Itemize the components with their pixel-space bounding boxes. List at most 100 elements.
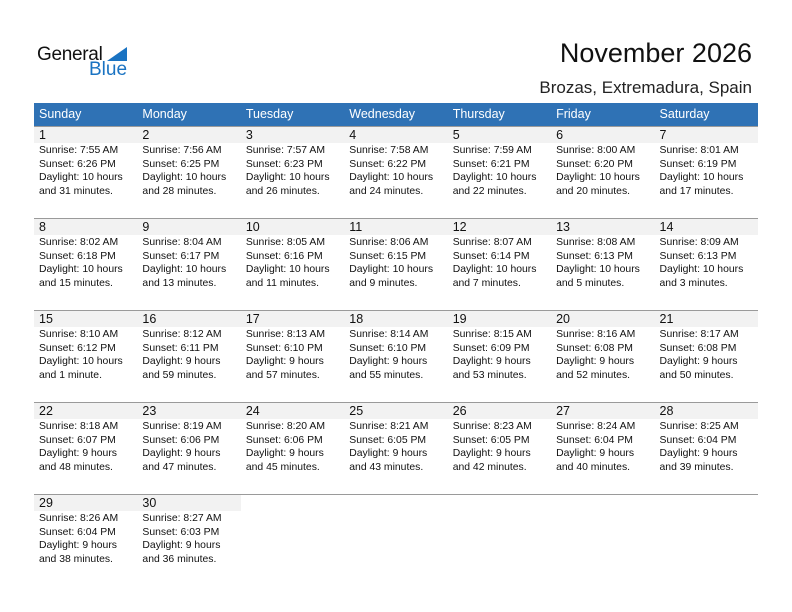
sunset-text: Sunset: 6:04 PM [556, 434, 633, 446]
sunset-text: Sunset: 6:23 PM [245, 158, 323, 170]
day-cell: 16 Sunrise: 8:12 AM Sunset: 6:11 PM Dayligh… [137, 311, 241, 400]
day-details: Sunrise: 8:15 AM Sunset: 6:09 PM Daylight:… [448, 327, 551, 382]
sunset-text: Sunset: 6:20 PM [556, 158, 633, 170]
logo: General Blue [37, 44, 132, 80]
day-cell: 29 Sunrise: 8:26 AM Sunset: 6:04 PM Dayligh… [34, 495, 138, 584]
day-number: 10 [240, 219, 345, 235]
daylight-text: Daylight: 10 hours [245, 264, 330, 276]
week-row: 8 Sunrise: 8:02 AM Sunset: 6:18 PM Daylight… [34, 218, 758, 308]
week-row: 29 Sunrise: 8:26 AM Sunset: 6:04 PM Dayligh… [34, 494, 758, 584]
daylight-minutes-text: and 15 minutes. [39, 277, 113, 289]
day-number: 5 [447, 127, 552, 143]
day-details: Sunrise: 8:00 AM Sunset: 6:20 PM Daylight:… [551, 143, 654, 198]
day-details: Sunrise: 8:14 AM Sunset: 6:10 PM Daylight:… [344, 327, 447, 382]
daylight-text: Daylight: 9 hours [452, 356, 531, 368]
day-details: Sunrise: 8:02 AM Sunset: 6:18 PM Daylight:… [34, 235, 137, 290]
daylight-text: Daylight: 10 hours [39, 356, 123, 368]
sunrise-text: Sunrise: 8:01 AM [659, 145, 739, 156]
sunrise-text: Sunrise: 8:27 AM [142, 513, 222, 524]
page-title: November 2026 [559, 38, 752, 68]
day-cell: 13 Sunrise: 8:08 AM Sunset: 6:13 PM Dayligh… [551, 219, 655, 308]
day-cell [551, 495, 654, 584]
daylight-text: Daylight: 9 hours [39, 448, 117, 460]
daylight-text: Daylight: 9 hours [556, 448, 635, 460]
day-cell: 30 Sunrise: 8:27 AM Sunset: 6:03 PM Dayligh… [137, 495, 241, 584]
day-number: 6 [551, 127, 655, 143]
day-number [655, 495, 758, 511]
day-number: 30 [137, 495, 241, 511]
day-cell: 6 Sunrise: 8:00 AM Sunset: 6:20 PM Daylight… [551, 127, 655, 216]
calendar: Sunday Monday Tuesday Wednesday Thursday Frid… [34, 103, 758, 584]
sunset-text: Sunset: 6:04 PM [659, 434, 737, 446]
sunset-text: Sunset: 6:09 PM [452, 342, 530, 354]
day-details: Sunrise: 8:24 AM Sunset: 6:04 PM Daylight:… [551, 419, 654, 474]
day-number: 20 [551, 311, 655, 327]
daylight-text: Daylight: 9 hours [142, 356, 221, 368]
logo-text-general: General [37, 44, 103, 65]
day-details: Sunrise: 8:20 AM Sunset: 6:06 PM Daylight:… [241, 419, 344, 474]
daylight-text: Daylight: 9 hours [659, 356, 738, 368]
day-cell: 4 Sunrise: 7:58 AM Sunset: 6:22 PM Daylight… [344, 127, 448, 216]
sunset-text: Sunset: 6:10 PM [349, 342, 427, 354]
day-details: Sunrise: 8:07 AM Sunset: 6:14 PM Daylight:… [448, 235, 551, 290]
day-cell [344, 495, 447, 584]
daylight-minutes-text: and 53 minutes. [452, 369, 527, 381]
sunrise-text: Sunrise: 8:05 AM [245, 237, 325, 248]
sunrise-text: Sunrise: 8:17 AM [659, 329, 739, 340]
daylight-minutes-text: and 28 minutes. [142, 185, 217, 197]
daylight-text: Daylight: 9 hours [245, 448, 324, 460]
daylight-text: Daylight: 9 hours [142, 448, 221, 460]
day-cell [655, 495, 758, 584]
sunset-text: Sunset: 6:04 PM [39, 526, 116, 538]
daylight-text: Daylight: 10 hours [349, 264, 434, 276]
day-number: 19 [447, 311, 552, 327]
sunrise-text: Sunrise: 7:56 AM [142, 145, 222, 156]
daylight-minutes-text: and 43 minutes. [349, 461, 424, 473]
day-cell: 24 Sunrise: 8:20 AM Sunset: 6:06 PM Dayligh… [240, 403, 345, 492]
week-row: 22 Sunrise: 8:18 AM Sunset: 6:07 PM Dayligh… [34, 402, 758, 492]
day-cell: 8 Sunrise: 8:02 AM Sunset: 6:18 PM Daylight… [34, 219, 138, 308]
day-cell: 3 Sunrise: 7:57 AM Sunset: 6:23 PM Daylight… [240, 127, 345, 216]
day-number: 18 [344, 311, 448, 327]
sunset-text: Sunset: 6:10 PM [245, 342, 323, 354]
day-number: 15 [34, 311, 138, 327]
day-number: 13 [551, 219, 655, 235]
sunset-text: Sunset: 6:19 PM [659, 158, 737, 170]
sunrise-text: Sunrise: 8:07 AM [452, 237, 532, 248]
day-details: Sunrise: 8:04 AM Sunset: 6:17 PM Daylight:… [137, 235, 240, 290]
day-details: Sunrise: 8:21 AM Sunset: 6:05 PM Daylight:… [344, 419, 447, 474]
daylight-text: Daylight: 10 hours [556, 264, 640, 276]
daylight-minutes-text: and 17 minutes. [659, 185, 734, 197]
sunrise-text: Sunrise: 8:06 AM [349, 237, 429, 248]
day-details: Sunrise: 8:18 AM Sunset: 6:07 PM Daylight:… [34, 419, 137, 474]
sunrise-text: Sunrise: 8:25 AM [659, 421, 739, 432]
day-number: 24 [240, 403, 345, 419]
weekday-thursday: Thursday [452, 107, 505, 121]
weekday-friday: Friday [556, 107, 591, 121]
day-details: Sunrise: 8:12 AM Sunset: 6:11 PM Daylight:… [137, 327, 240, 382]
weekday-saturday: Saturday [659, 107, 710, 121]
daylight-minutes-text: and 31 minutes. [39, 185, 113, 197]
sunset-text: Sunset: 6:18 PM [39, 250, 116, 262]
day-number [448, 495, 551, 511]
location-subtitle: Brozas, Extremadura, Spain [539, 78, 752, 97]
daylight-minutes-text: and 5 minutes. [556, 277, 625, 289]
day-number: 28 [654, 403, 758, 419]
daylight-minutes-text: and 59 minutes. [142, 369, 217, 381]
daylight-minutes-text: and 48 minutes. [39, 461, 113, 473]
daylight-minutes-text: and 9 minutes. [349, 277, 418, 289]
day-cell: 9 Sunrise: 8:04 AM Sunset: 6:17 PM Daylight… [137, 219, 241, 308]
sunrise-text: Sunrise: 8:16 AM [556, 329, 636, 340]
sunset-text: Sunset: 6:08 PM [556, 342, 633, 354]
day-details: Sunrise: 7:58 AM Sunset: 6:22 PM Daylight:… [344, 143, 447, 198]
day-details: Sunrise: 8:26 AM Sunset: 6:04 PM Daylight:… [34, 511, 137, 566]
week-row: 15 Sunrise: 8:10 AM Sunset: 6:12 PM Dayligh… [34, 310, 758, 400]
daylight-text: Daylight: 9 hours [659, 448, 738, 460]
weekday-header: Sunday Monday Tuesday Wednesday Thursday Frid… [34, 103, 758, 126]
day-details: Sunrise: 7:57 AM Sunset: 6:23 PM Daylight:… [241, 143, 344, 198]
daylight-minutes-text: and 57 minutes. [245, 369, 320, 381]
day-cell: 10 Sunrise: 8:05 AM Sunset: 6:16 PM Dayligh… [240, 219, 345, 308]
sunset-text: Sunset: 6:21 PM [452, 158, 530, 170]
day-number: 17 [240, 311, 345, 327]
sunrise-text: Sunrise: 7:57 AM [245, 145, 325, 156]
